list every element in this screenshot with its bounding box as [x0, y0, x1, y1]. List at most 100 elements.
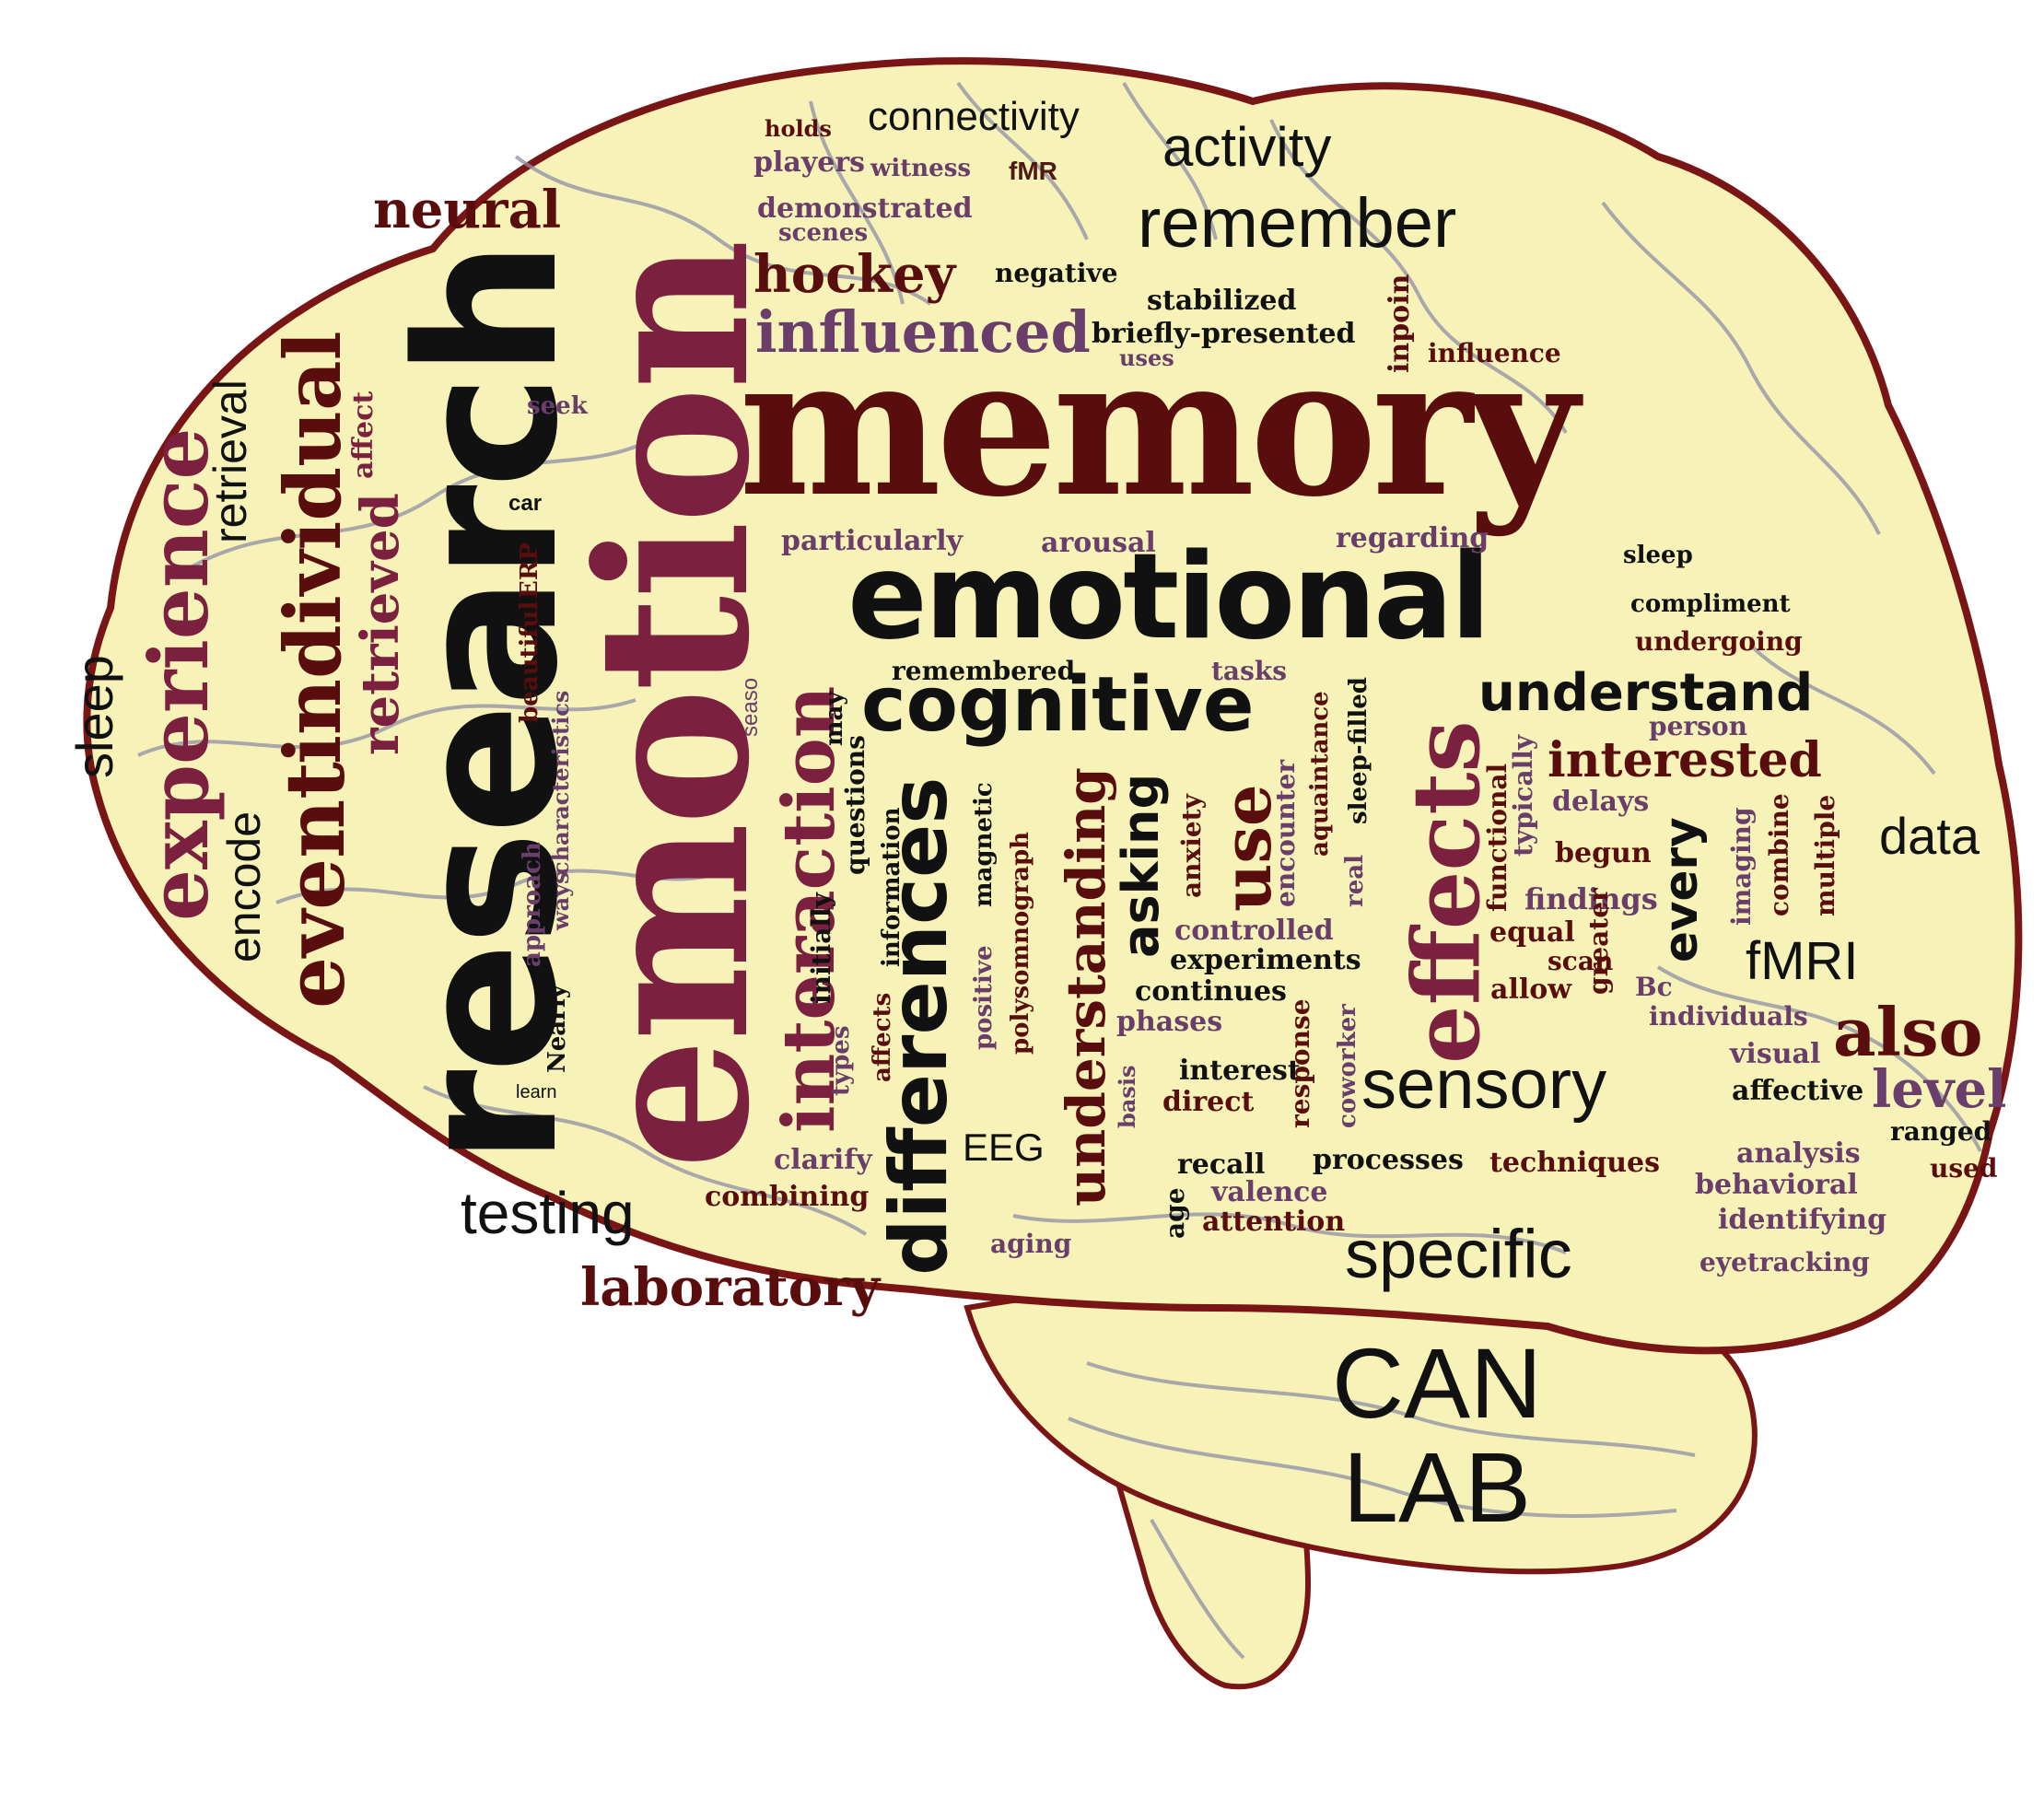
word-neural: neural — [373, 180, 562, 240]
word-valence: valence — [1211, 1176, 1328, 1208]
word-affective: affective — [1732, 1075, 1864, 1107]
word-recall: recall — [1177, 1149, 1266, 1181]
word-delays: delays — [1552, 786, 1650, 818]
word-testing: testing — [461, 1180, 635, 1246]
word-arousal: arousal — [1041, 527, 1156, 559]
word-begun: begun — [1555, 837, 1652, 869]
word-interest: interest — [1179, 1055, 1301, 1087]
word-witness: witness — [870, 155, 971, 182]
word-analysis: analysis — [1736, 1137, 1861, 1170]
word-sleep-small: sleep — [1623, 542, 1693, 569]
word-event: event — [267, 762, 363, 1009]
word-scenes: scenes — [778, 219, 869, 247]
word-memory: memory — [739, 315, 1579, 540]
word-types: types — [827, 1025, 855, 1096]
word-combining: combining — [705, 1181, 870, 1213]
word-erp: ERP — [516, 542, 543, 599]
word-data: data — [1879, 807, 1980, 865]
word-retrieved: retrieved — [350, 493, 411, 755]
word-visual: visual — [1730, 1038, 1821, 1070]
word-polysomnograph: polysomnograph — [1007, 831, 1034, 1055]
word-undergoing: undergoing — [1635, 626, 1803, 657]
word-multiple: multiple — [1810, 794, 1840, 916]
word-processes: processes — [1313, 1144, 1464, 1176]
word-emotional: emotional — [847, 529, 1490, 666]
word-asking: asking — [1112, 773, 1170, 958]
word-ranged: ranged — [1890, 1116, 1992, 1147]
word-connectivity: connectivity — [868, 94, 1080, 139]
word-individuals: individuals — [1649, 1001, 1808, 1032]
word-aquaintance: aquaintance — [1306, 691, 1334, 857]
word-understanding: understanding — [1055, 767, 1117, 1207]
word-anxiety: anxiety — [1176, 794, 1207, 898]
word-influenced: influenced — [755, 298, 1091, 366]
word-imaging: imaging — [1726, 807, 1757, 926]
word-players: players — [753, 146, 866, 179]
word-effects: effects — [1392, 720, 1501, 1064]
word-questions: questions — [840, 735, 870, 875]
word-positive: positive — [970, 945, 998, 1050]
word-coworker: coworker — [1334, 1004, 1361, 1128]
word-controlled: controlled — [1174, 915, 1334, 947]
can-lab-logo: CAN LAB — [1299, 1331, 1575, 1540]
word-response: response — [1285, 998, 1315, 1128]
word-techniques: techniques — [1489, 1147, 1660, 1179]
word-behavioral: behavioral — [1695, 1169, 1858, 1201]
word-influence: influence — [1428, 338, 1561, 368]
word-sensory: sensory — [1361, 1045, 1607, 1124]
word-activity: activity — [1162, 116, 1332, 178]
word-clarify: clarify — [774, 1144, 872, 1176]
word-information: information — [878, 807, 905, 968]
word-basis: basis — [1114, 1065, 1140, 1128]
word-experiments: experiments — [1170, 944, 1361, 976]
word-affects: affects — [869, 992, 896, 1082]
word-characteristics: characteristics — [547, 690, 574, 875]
word-hockey: hockey — [753, 244, 956, 305]
cerebrum-shape — [83, 57, 2023, 1355]
word-also: also — [1833, 993, 1983, 1071]
word-bc: Bc — [1635, 972, 1673, 1002]
word-car: car — [508, 491, 543, 516]
word-holds: holds — [765, 115, 832, 142]
word-inpoin: inpoin — [1384, 274, 1416, 373]
word-remember: remember — [1138, 184, 1457, 262]
word-fmri: fMRI — [1746, 931, 1859, 991]
word-sleep: sleep — [65, 655, 123, 778]
word-eyetracking: eyetracking — [1699, 1247, 1870, 1277]
word-continues: continues — [1135, 975, 1287, 1008]
word-interested: interested — [1548, 732, 1822, 788]
word-uses: uses — [1119, 344, 1174, 371]
word-seaso: seaso — [738, 677, 763, 737]
word-person: person — [1649, 711, 1747, 741]
word-negative: negative — [995, 258, 1118, 288]
word-fmr: fMR — [1009, 157, 1057, 185]
word-every: every — [1654, 817, 1708, 962]
word-remembered: remembered — [892, 656, 1076, 686]
word-stabilized: stabilized — [1147, 285, 1297, 317]
word-ways: ways — [547, 871, 574, 930]
word-encounter: encounter — [1270, 759, 1301, 907]
word-compliment: compliment — [1630, 590, 1791, 618]
word-combine: combine — [1764, 793, 1794, 916]
word-aging: aging — [990, 1229, 1072, 1259]
word-affect: affect — [347, 391, 380, 479]
brain-vein-lines — [137, 81, 1982, 1660]
word-equal: equal — [1489, 916, 1575, 949]
word-used: used — [1930, 1153, 1998, 1184]
word-individual: individual — [267, 331, 358, 765]
word-seek: seek — [527, 392, 588, 420]
word-beautiful: beautiful — [516, 601, 543, 723]
word-direct: direct — [1162, 1086, 1255, 1118]
logo-line-can: CAN — [1331, 1327, 1543, 1439]
word-demonstrated: demonstrated — [757, 192, 973, 225]
word-laboratory: laboratory — [580, 1257, 881, 1318]
word-particularly: particularly — [781, 525, 964, 557]
word-specific: specific — [1345, 1216, 1572, 1292]
word-nearly: Nearly — [543, 985, 571, 1073]
logo-line-lab: LAB — [1342, 1431, 1532, 1544]
word-phases: phases — [1116, 1006, 1223, 1038]
word-approach: approach — [519, 842, 546, 967]
word-initially: initially — [806, 892, 836, 1004]
